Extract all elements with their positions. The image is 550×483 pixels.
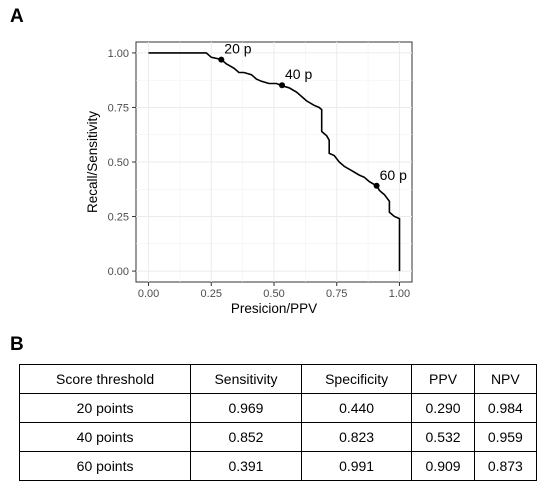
threshold-point: [373, 182, 380, 189]
x-tick-label: 0.25: [201, 288, 222, 300]
cell-sensitivity: 0.969: [190, 393, 302, 423]
x-tick-label: 0.75: [326, 288, 347, 300]
x-tick-label: 0.50: [263, 288, 284, 300]
header-specificity: Specificity: [300, 364, 413, 394]
x-tick-label: 1.00: [389, 288, 410, 300]
y-tick-label: 0.25: [108, 212, 129, 224]
cell-specificity: 0.440: [300, 393, 413, 423]
header-score-threshold: Score threshold: [18, 364, 192, 394]
cell-ppv: 0.532: [411, 422, 475, 452]
table-row: 40 points 0.852 0.823 0.532 0.959: [18, 422, 538, 452]
cell-threshold: 60 points: [18, 451, 192, 481]
header-ppv: PPV: [411, 364, 475, 394]
cell-npv: 0.873: [473, 451, 538, 481]
metrics-table: Score threshold Sensitivity Specificity …: [18, 364, 538, 481]
threshold-markers: 20 p 40 p 60 p: [218, 41, 407, 189]
cell-npv: 0.984: [473, 393, 538, 423]
threshold-point-label: 60 p: [380, 167, 407, 183]
cell-specificity: 0.991: [300, 451, 413, 481]
cell-sensitivity: 0.852: [190, 422, 302, 452]
cell-threshold: 40 points: [18, 422, 192, 452]
panel-label-b: B: [10, 334, 24, 355]
cell-ppv: 0.909: [411, 451, 475, 481]
cell-ppv: 0.290: [411, 393, 475, 423]
table-row: 20 points 0.969 0.440 0.290 0.984: [18, 393, 538, 423]
table-header-row: Score threshold Sensitivity Specificity …: [18, 364, 538, 394]
threshold-point: [279, 82, 286, 89]
cell-specificity: 0.823: [300, 422, 413, 452]
cell-sensitivity: 0.391: [190, 451, 302, 481]
threshold-point-label: 40 p: [285, 66, 312, 82]
axis-ticks: 0.00 0.25 0.50 0.75 1.00 0.00 0.25 0.50 0.75 1.00: [108, 48, 411, 300]
threshold-point-label: 20 p: [224, 41, 251, 57]
pr-curve-chart: 0.00 0.25 0.50 0.75 1.00 0.00 0.25 0.50 0.75 1.00…: [85, 41, 413, 316]
header-npv: NPV: [473, 364, 538, 394]
y-tick-label: 0.75: [108, 102, 129, 114]
y-axis-title: Recall/Sensitivity: [85, 111, 100, 213]
y-tick-label: 0.50: [108, 157, 129, 169]
x-tick-label: 0.00: [138, 288, 159, 300]
x-axis-title: Presicion/PPV: [231, 301, 317, 316]
y-tick-label: 1.00: [108, 48, 129, 60]
cell-threshold: 20 points: [18, 393, 192, 423]
header-sensitivity: Sensitivity: [190, 364, 302, 394]
panel-label-a: A: [10, 6, 24, 27]
table-row: 60 points 0.391 0.991 0.909 0.873: [18, 451, 538, 481]
y-tick-label: 0.00: [108, 266, 129, 278]
cell-npv: 0.959: [473, 422, 538, 452]
threshold-point: [218, 56, 225, 63]
